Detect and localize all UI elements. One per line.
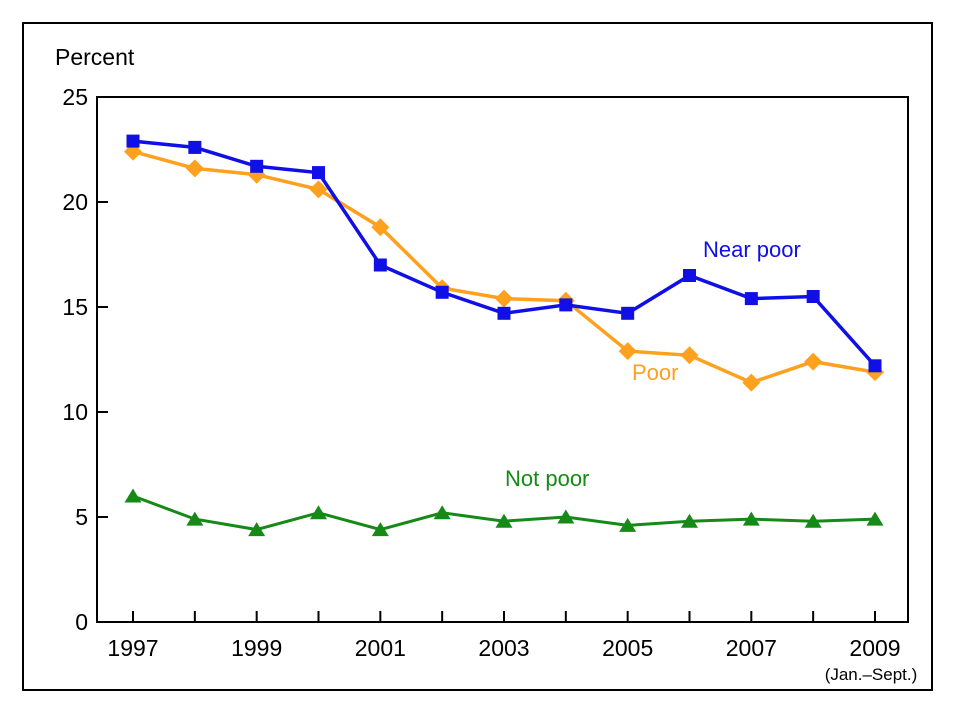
series-marker-not-poor [804, 513, 822, 528]
series-marker-not-poor [309, 505, 327, 520]
y-tick-label: 10 [62, 399, 88, 425]
series-marker-near-poor [497, 306, 511, 320]
series-marker-not-poor [433, 505, 451, 520]
series-label-not-poor: Not poor [505, 466, 589, 491]
series-marker-poor [804, 352, 823, 371]
x-tick-label: 2005 [602, 635, 653, 661]
series-marker-not-poor [124, 488, 142, 503]
series-marker-poor [618, 342, 637, 361]
series-marker-poor [185, 159, 204, 178]
y-tick-label: 15 [62, 294, 88, 320]
series-marker-near-poor [126, 134, 140, 148]
series-label-near-poor: Near poor [703, 237, 801, 262]
series-marker-near-poor [435, 285, 449, 299]
series-marker-not-poor [495, 513, 513, 528]
series-marker-near-poor [806, 290, 820, 303]
series-label-poor: Poor [632, 360, 678, 385]
series-marker-not-poor [186, 511, 204, 526]
series-marker-near-poor [250, 159, 264, 173]
series-marker-poor [680, 346, 699, 365]
y-tick-label: 0 [75, 609, 88, 635]
x-tick-label: 2007 [726, 635, 777, 661]
y-tick-label: 20 [62, 189, 88, 215]
series-marker-near-poor [868, 359, 882, 373]
y-axis-title: Percent [55, 44, 135, 70]
series-marker-not-poor [866, 511, 884, 526]
series-marker-not-poor [680, 513, 698, 528]
series-line-poor [132, 149, 876, 385]
y-tick-label: 5 [75, 504, 88, 530]
series-marker-near-poor [744, 292, 758, 306]
series-marker-near-poor [188, 140, 202, 154]
x-tick-label: 2009 [849, 635, 900, 661]
series-marker-poor [371, 218, 390, 237]
series-marker-not-poor [248, 522, 266, 537]
series-marker-near-poor [621, 306, 635, 320]
plot-border [96, 96, 909, 623]
y-tick-label: 25 [62, 84, 88, 110]
chart-frame [22, 22, 933, 691]
series-marker-near-poor [373, 258, 387, 272]
x-tick-label: 2003 [478, 635, 529, 661]
series-marker-poor [309, 180, 328, 199]
series-marker-not-poor [742, 511, 760, 526]
series-marker-not-poor [371, 522, 389, 537]
x-tick-label: 1997 [107, 635, 158, 661]
series-marker-near-poor [311, 166, 325, 180]
series-marker-near-poor [682, 269, 696, 282]
series-marker-not-poor [557, 509, 575, 524]
x-tick-label: 2001 [355, 635, 406, 661]
x-tick-label: 1999 [231, 635, 282, 661]
series-marker-near-poor [559, 298, 573, 312]
series-marker-poor [494, 289, 513, 308]
series-marker-not-poor [619, 517, 637, 532]
x-axis-note: (Jan.–Sept.) [825, 665, 918, 684]
series-marker-poor [742, 373, 761, 392]
